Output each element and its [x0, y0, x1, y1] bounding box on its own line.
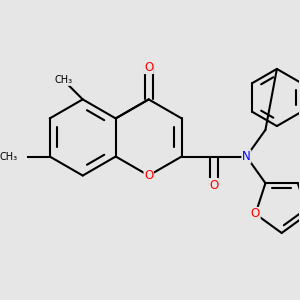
- Text: CH₃: CH₃: [0, 152, 17, 161]
- Text: N: N: [242, 150, 251, 163]
- Text: O: O: [209, 178, 219, 192]
- Text: O: O: [144, 169, 153, 182]
- Text: O: O: [251, 208, 260, 220]
- Text: CH₃: CH₃: [55, 75, 73, 85]
- Text: O: O: [144, 61, 153, 74]
